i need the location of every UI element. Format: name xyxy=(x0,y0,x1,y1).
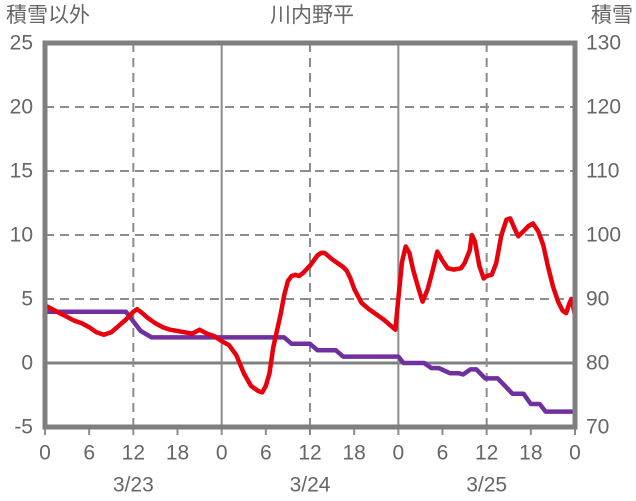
chart-title: 川内野平 xyxy=(270,4,354,27)
x-axis-hour-label: 0 xyxy=(216,442,228,465)
x-axis-date-label: 3/24 xyxy=(290,474,331,497)
left-axis-tick-label: 15 xyxy=(10,160,33,183)
x-axis-hour-label: 18 xyxy=(519,442,542,465)
left-axis-tick-label: 20 xyxy=(10,96,33,119)
right-axis-tick-label: 110 xyxy=(586,160,619,183)
x-axis-hour-label: 18 xyxy=(166,442,189,465)
x-axis-hour-label: 0 xyxy=(569,442,581,465)
right-axis-tick-label: 130 xyxy=(586,32,621,55)
x-axis-hour-label: 12 xyxy=(122,442,145,465)
left-axis-tick-label: 5 xyxy=(21,288,33,311)
series-line-snow-depth xyxy=(42,309,578,414)
right-axis-tick-label: 100 xyxy=(586,224,621,247)
right-axis-title: 積雪 xyxy=(591,4,633,27)
x-axis-hour-label: 6 xyxy=(437,442,449,465)
right-axis-tick-label: 80 xyxy=(586,352,609,375)
right-axis-tick-label: 70 xyxy=(586,416,609,439)
x-axis-hour-label: 18 xyxy=(342,442,365,465)
x-axis-date-label: 3/23 xyxy=(113,474,154,497)
left-axis-tick-label: 0 xyxy=(21,352,33,375)
x-axis-date-label: 3/25 xyxy=(466,474,507,497)
right-axis-tick-label: 90 xyxy=(586,288,609,311)
left-axis-tick-label: 10 xyxy=(10,224,33,247)
plot-border xyxy=(42,40,578,430)
x-axis-hour-label: 0 xyxy=(392,442,404,465)
right-axis-tick-label: 120 xyxy=(586,96,621,119)
left-axis-title: 積雪以外 xyxy=(6,4,90,27)
x-axis-hour-label: 0 xyxy=(39,442,51,465)
left-axis-tick-label: 25 xyxy=(10,32,33,55)
x-axis-hour-label: 12 xyxy=(475,442,498,465)
x-axis-hour-label: 12 xyxy=(298,442,321,465)
left-axis-tick-label: -5 xyxy=(14,416,33,439)
series-line-non-snow xyxy=(42,216,578,395)
x-axis-hour-label: 6 xyxy=(260,442,272,465)
x-axis-hour-label: 6 xyxy=(83,442,95,465)
